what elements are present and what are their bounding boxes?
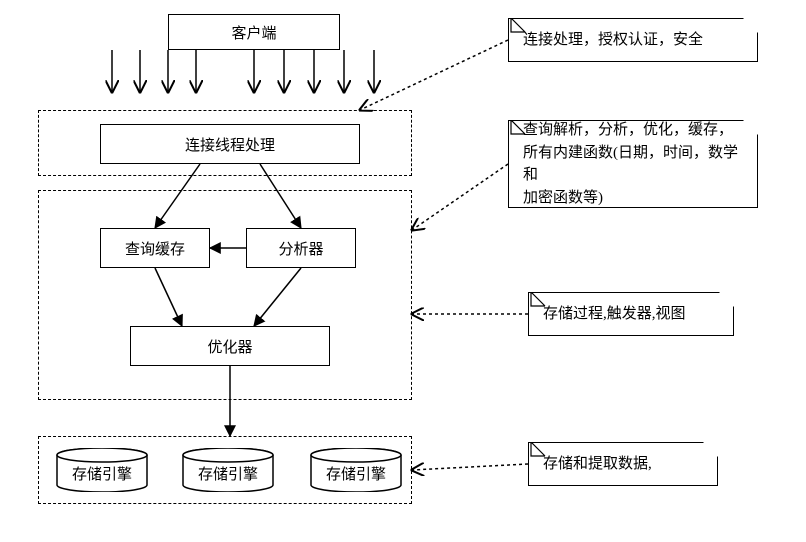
edges-layer bbox=[0, 0, 806, 542]
